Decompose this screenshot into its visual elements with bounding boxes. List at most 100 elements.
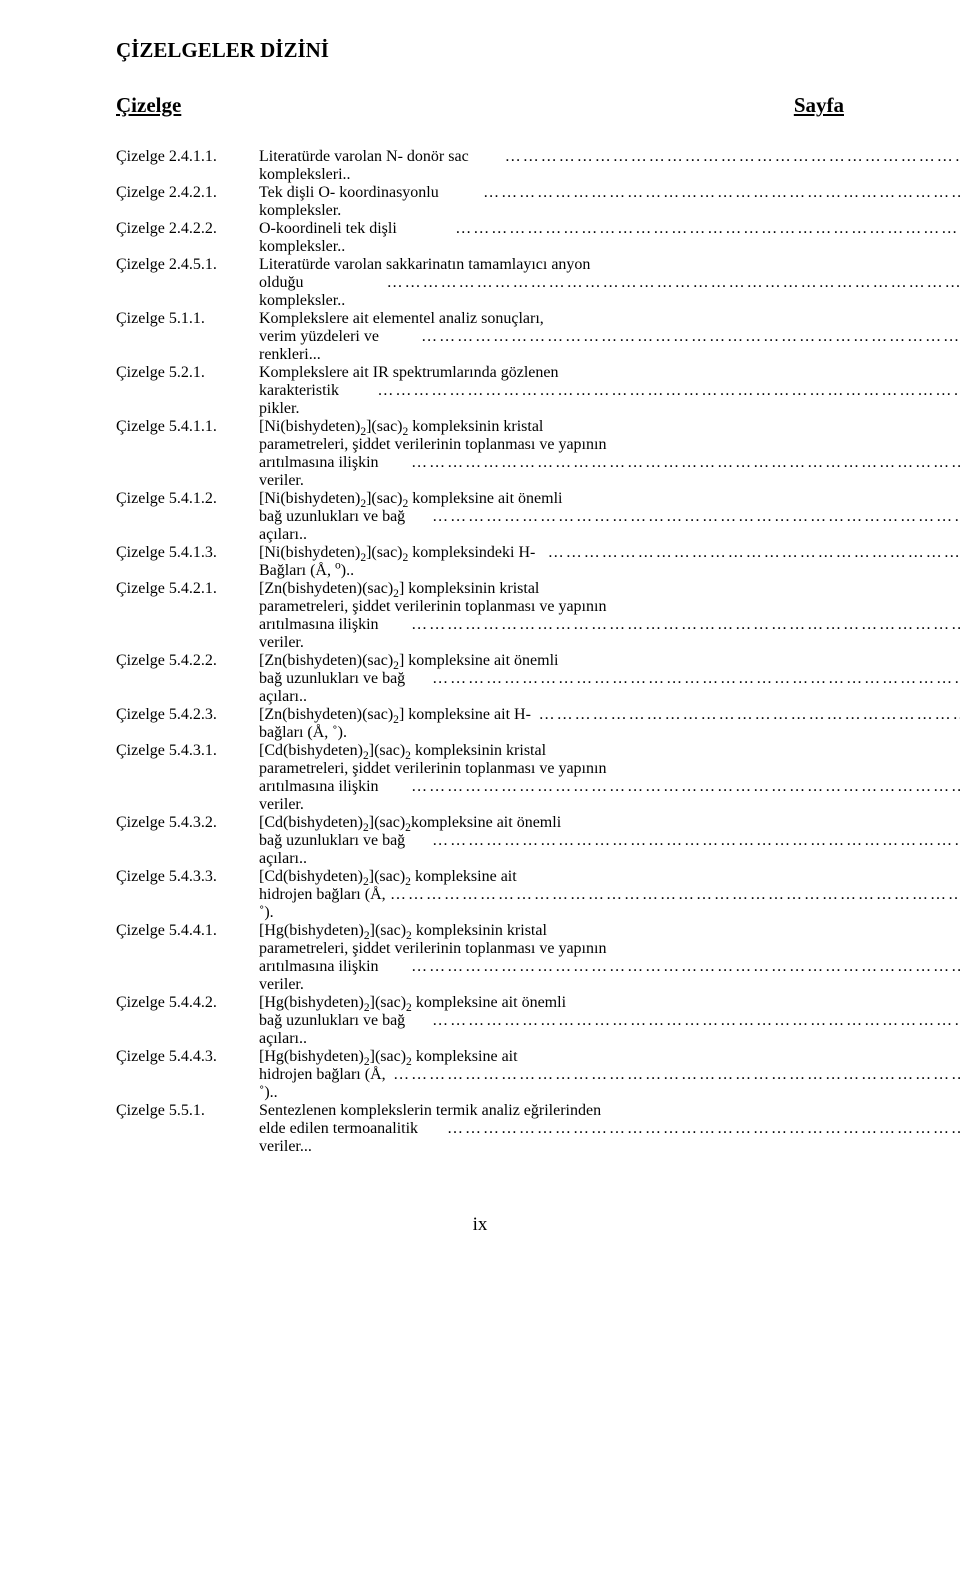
- toc-leader: ……………………………………………………………………………………………………………: [390, 886, 960, 904]
- toc-entry-text: Literatürde varolan N- donör sac komplek…: [259, 148, 505, 184]
- toc-entry-text: bağ uzunlukları ve bağ açıları..: [259, 670, 432, 706]
- toc-entry-text: arıtılmasına ilişkin veriler.: [259, 778, 411, 814]
- toc-entry-label: Çizelge 5.4.3.1.: [116, 742, 259, 760]
- toc-entry-line: olduğu kompleksler..………………………………………………………: [259, 274, 960, 310]
- toc-entry-line: [Ni(bishydeten)2](sac)2 kompleksindeki H…: [259, 544, 960, 580]
- page-container: ÇİZELGELER DİZİNİ Çizelge Sayfa Çizelge …: [0, 0, 960, 1578]
- toc-entry-line: Komplekslere ait IR spektrumlarında gözl…: [259, 364, 960, 382]
- toc-entry: Çizelge 5.4.3.1.[Cd(bishydeten)2](sac)2 …: [116, 742, 844, 814]
- toc-entry-text: O-koordineli tek dişli kompleksler..: [259, 220, 455, 256]
- toc-leader: ……………………………………………………………………………………………………………: [539, 706, 960, 724]
- toc-list: Çizelge 2.4.1.1.Literatürde varolan N- d…: [116, 148, 844, 1156]
- toc-entry-label: Çizelge 5.4.2.3.: [116, 706, 259, 724]
- toc-leader: ……………………………………………………………………………………………………………: [377, 382, 960, 400]
- toc-entry-text: parametreleri, şiddet verilerinin toplan…: [259, 760, 606, 778]
- toc-entry-text: Komplekslere ait IR spektrumlarında gözl…: [259, 364, 558, 382]
- toc-entry-body: Komplekslere ait IR spektrumlarında gözl…: [259, 364, 960, 418]
- toc-entry-label: Çizelge 2.4.1.1.: [116, 148, 259, 166]
- toc-entry: Çizelge 5.4.3.2.[Cd(bishydeten)2](sac)2k…: [116, 814, 844, 868]
- toc-entry-text: Tek dişli O- koordinasyonlu kompleksler.: [259, 184, 483, 220]
- toc-entry-text: parametreleri, şiddet verilerinin toplan…: [259, 940, 606, 958]
- toc-entry: Çizelge 5.2.1.Komplekslere ait IR spektr…: [116, 364, 844, 418]
- toc-entry: Çizelge 5.4.3.3.[Cd(bishydeten)2](sac)2 …: [116, 868, 844, 922]
- toc-leader: ……………………………………………………………………………………………………………: [411, 616, 960, 634]
- toc-leader: ……………………………………………………………………………………………………………: [411, 778, 960, 796]
- toc-entry-line: [Ni(bishydeten)2](sac)2 kompleksine ait …: [259, 490, 960, 508]
- toc-entry-text: arıtılmasına ilişkin veriler.: [259, 958, 411, 994]
- toc-entry-label: Çizelge 5.2.1.: [116, 364, 259, 382]
- toc-entry-label: Çizelge 5.4.1.3.: [116, 544, 259, 562]
- toc-entry-text: [Zn(bishydeten)(sac)2] kompleksinin kris…: [259, 580, 539, 598]
- toc-entry-body: Komplekslere ait elementel analiz sonuçl…: [259, 310, 960, 364]
- toc-entry-label: Çizelge 5.4.4.1.: [116, 922, 259, 940]
- toc-entry-line: elde edilen termoanalitik veriler...……………: [259, 1120, 960, 1156]
- toc-entry-line: parametreleri, şiddet verilerinin toplan…: [259, 940, 960, 958]
- toc-leader: ……………………………………………………………………………………………………………: [455, 220, 960, 238]
- toc-entry-line: hidrojen bağları (Å, ˚)..…………………………………………: [259, 1066, 960, 1102]
- toc-entry-line: arıtılmasına ilişkin veriler.………………………………: [259, 778, 960, 814]
- toc-entry-line: verim yüzdeleri ve renkleri...……………………………: [259, 328, 960, 364]
- toc-entry-line: [Cd(bishydeten)2](sac)2kompleksine ait ö…: [259, 814, 960, 832]
- toc-entry: Çizelge 5.5.1.Sentezlenen komplekslerin …: [116, 1102, 844, 1156]
- toc-entry-body: [Cd(bishydeten)2](sac)2 kompleksine aith…: [259, 868, 960, 922]
- roman-page-number: ix: [116, 1214, 844, 1236]
- toc-entry-body: Tek dişli O- koordinasyonlu kompleksler.…: [259, 184, 960, 220]
- toc-entry-body: [Cd(bishydeten)2](sac)2kompleksine ait ö…: [259, 814, 960, 868]
- toc-leader: ……………………………………………………………………………………………………………: [411, 958, 960, 976]
- toc-entry-text: olduğu kompleksler..: [259, 274, 387, 310]
- toc-entry-line: arıtılmasına ilişkin veriler.………………………………: [259, 454, 960, 490]
- toc-entry-text: parametreleri, şiddet verilerinin toplan…: [259, 436, 606, 454]
- toc-entry-line: arıtılmasına ilişkin veriler.………………………………: [259, 958, 960, 994]
- toc-entry-label: Çizelge 5.5.1.: [116, 1102, 259, 1120]
- toc-entry-label: Çizelge 5.4.1.1.: [116, 418, 259, 436]
- toc-entry-text: [Ni(bishydeten)2](sac)2 kompleksindeki H…: [259, 544, 548, 580]
- toc-entry-line: Literatürde varolan N- donör sac komplek…: [259, 148, 960, 184]
- toc-entry-line: arıtılmasına ilişkin veriler.………………………………: [259, 616, 960, 652]
- toc-leader: ……………………………………………………………………………………………………………: [432, 1012, 960, 1030]
- toc-entry-line: O-koordineli tek dişli kompleksler..……………: [259, 220, 960, 256]
- toc-entry-body: [Cd(bishydeten)2](sac)2 kompleksinin kri…: [259, 742, 960, 814]
- toc-entry-text: verim yüzdeleri ve renkleri...: [259, 328, 421, 364]
- toc-entry-text: bağ uzunlukları ve bağ açıları..: [259, 508, 432, 544]
- toc-entry-text: karakteristik pikler.: [259, 382, 377, 418]
- toc-entry-body: [Zn(bishydeten)(sac)2] kompleksinin kris…: [259, 580, 960, 652]
- toc-entry-line: [Hg(bishydeten)2](sac)2 kompleksine ait …: [259, 994, 960, 1012]
- toc-entry-label: Çizelge 5.1.1.: [116, 310, 259, 328]
- toc-entry: Çizelge 5.4.1.3.[Ni(bishydeten)2](sac)2 …: [116, 544, 844, 580]
- toc-entry-text: arıtılmasına ilişkin veriler.: [259, 454, 411, 490]
- toc-leader: ……………………………………………………………………………………………………………: [447, 1120, 960, 1138]
- toc-entry-label: Çizelge 2.4.5.1.: [116, 256, 259, 274]
- toc-entry: Çizelge 2.4.5.1.Literatürde varolan sakk…: [116, 256, 844, 310]
- toc-entry: Çizelge 2.4.1.1.Literatürde varolan N- d…: [116, 148, 844, 184]
- toc-entry-line: [Zn(bishydeten)(sac)2] kompleksinin kris…: [259, 580, 960, 598]
- toc-entry-body: [Hg(bishydeten)2](sac)2 kompleksinin kri…: [259, 922, 960, 994]
- toc-entry-label: Çizelge 5.4.2.2.: [116, 652, 259, 670]
- toc-entry-label: Çizelge 5.4.4.3.: [116, 1048, 259, 1066]
- toc-entry-text: bağ uzunlukları ve bağ açıları..: [259, 1012, 432, 1048]
- toc-entry-line: [Cd(bishydeten)2](sac)2 kompleksinin kri…: [259, 742, 960, 760]
- toc-entry-line: bağ uzunlukları ve bağ açıları..………………………: [259, 832, 960, 868]
- toc-entry-text: arıtılmasına ilişkin veriler.: [259, 616, 411, 652]
- toc-entry-line: [Hg(bishydeten)2](sac)2 kompleksine ait: [259, 1048, 960, 1066]
- toc-leader: ……………………………………………………………………………………………………………: [483, 184, 960, 202]
- toc-entry: Çizelge 5.4.2.2.[Zn(bishydeten)(sac)2] k…: [116, 652, 844, 706]
- toc-entry-label: Çizelge 2.4.2.2.: [116, 220, 259, 238]
- toc-entry-text: [Ni(bishydeten)2](sac)2 kompleksine ait …: [259, 490, 562, 508]
- toc-entry-body: [Hg(bishydeten)2](sac)2 kompleksine ait …: [259, 994, 960, 1048]
- toc-entry-body: [Ni(bishydeten)2](sac)2 kompleksinin kri…: [259, 418, 960, 490]
- toc-entry-label: Çizelge 5.4.1.2.: [116, 490, 259, 508]
- toc-entry-label: Çizelge 5.4.3.2.: [116, 814, 259, 832]
- toc-entry: Çizelge 2.4.2.2.O-koordineli tek dişli k…: [116, 220, 844, 256]
- toc-entry-text: Sentezlenen komplekslerin termik analiz …: [259, 1102, 601, 1120]
- toc-entry-line: bağ uzunlukları ve bağ açıları..………………………: [259, 1012, 960, 1048]
- toc-entry-body: O-koordineli tek dişli kompleksler..……………: [259, 220, 960, 256]
- heading-left: Çizelge: [116, 93, 181, 118]
- toc-entry-line: [Hg(bishydeten)2](sac)2 kompleksinin kri…: [259, 922, 960, 940]
- toc-leader: ……………………………………………………………………………………………………………: [432, 508, 960, 526]
- toc-entry-text: [Hg(bishydeten)2](sac)2 kompleksinin kri…: [259, 922, 547, 940]
- toc-entry-text: [Zn(bishydeten)(sac)2] kompleksine ait H…: [259, 706, 539, 742]
- toc-entry-line: [Zn(bishydeten)(sac)2] kompleksine ait H…: [259, 706, 960, 742]
- toc-entry-line: hidrojen bağları (Å, ˚).……………………………………………: [259, 886, 960, 922]
- toc-entry-text: [Ni(bishydeten)2](sac)2 kompleksinin kri…: [259, 418, 543, 436]
- toc-entry-line: [Zn(bishydeten)(sac)2] kompleksine ait ö…: [259, 652, 960, 670]
